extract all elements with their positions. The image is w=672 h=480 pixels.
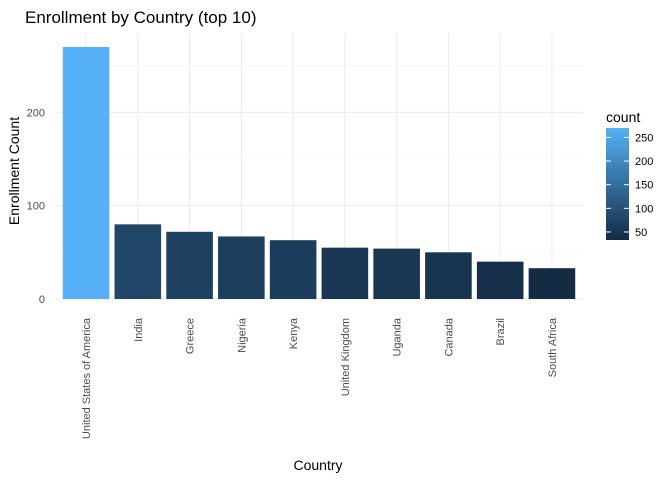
- legend-colorbar: [606, 128, 629, 240]
- x-tick-label: United States of America: [81, 317, 93, 439]
- bar: [528, 268, 576, 299]
- bars: [62, 47, 576, 299]
- x-tick-label: Kenya: [288, 317, 300, 349]
- legend-tick-label: 50: [635, 227, 647, 239]
- x-tick-label: Nigeria: [236, 317, 248, 353]
- chart-title: Enrollment by Country (top 10): [25, 8, 257, 27]
- legend-ticks: 50 100 150 200 250: [606, 132, 653, 239]
- bar: [218, 236, 265, 299]
- x-tick-label: Uganda: [392, 317, 404, 356]
- bar: [166, 231, 213, 299]
- bar: [476, 261, 524, 299]
- y-axis-ticks: 0 100 200: [27, 107, 45, 306]
- bar: [373, 248, 420, 299]
- legend-title: count: [606, 109, 640, 125]
- x-tick-label: India: [133, 317, 145, 342]
- legend-tick-label: 150: [635, 180, 653, 192]
- y-tick-label: 0: [39, 294, 45, 306]
- x-axis-ticks: United States of America India Greece Niger…: [81, 317, 559, 439]
- bar: [321, 247, 369, 299]
- y-tick-label: 200: [27, 107, 45, 119]
- legend-tick-label: 250: [635, 132, 653, 144]
- bar: [269, 240, 317, 299]
- legend: count 50 100 150 200 250: [606, 109, 653, 240]
- bar: [62, 47, 110, 299]
- x-tick-label: Brazil: [495, 318, 507, 346]
- x-tick-label: South Africa: [547, 317, 559, 377]
- y-axis-title: Enrollment Count: [6, 117, 22, 225]
- x-tick-label: Greece: [185, 318, 197, 354]
- x-axis-title: Country: [293, 457, 342, 473]
- legend-tick-label: 200: [635, 156, 653, 168]
- legend-tick-label: 100: [635, 203, 653, 215]
- y-tick-label: 100: [27, 201, 45, 213]
- x-tick-label: United Kingdom: [340, 318, 352, 396]
- bar: [114, 224, 162, 299]
- bar: [425, 252, 472, 299]
- x-tick-label: Canada: [443, 317, 455, 356]
